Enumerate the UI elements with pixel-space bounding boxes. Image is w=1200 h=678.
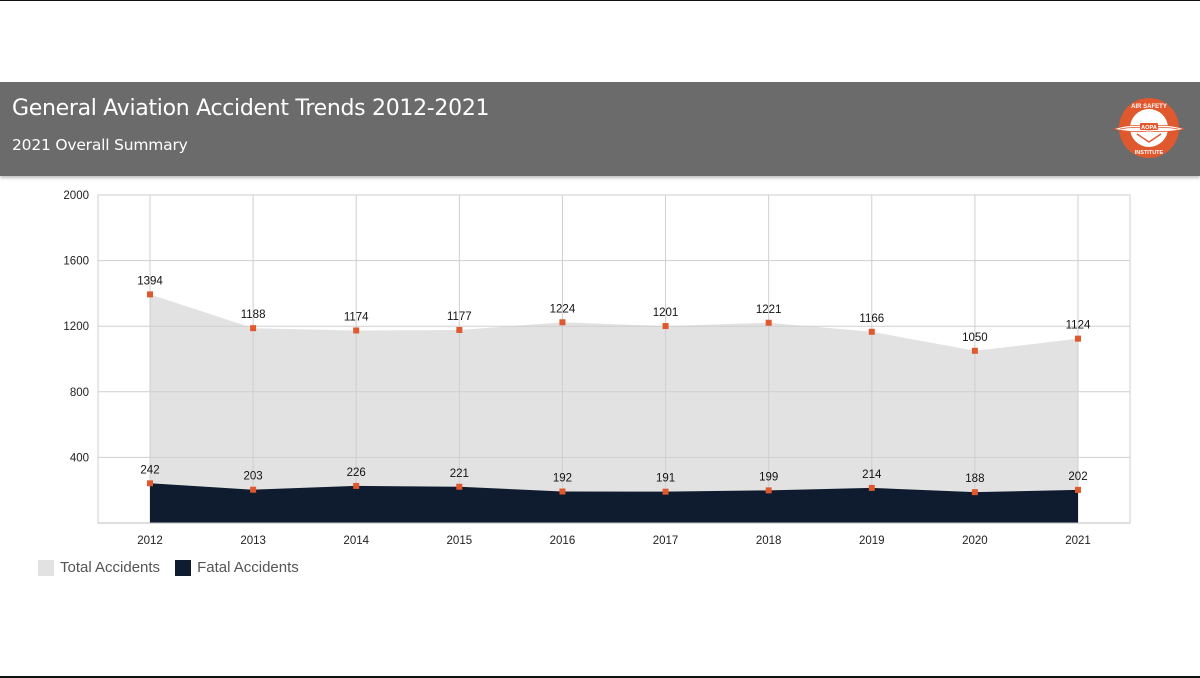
x-tick-label: 2016 bbox=[550, 535, 576, 547]
svg-text:AOPA: AOPA bbox=[1141, 125, 1157, 131]
total-data-label: 1174 bbox=[344, 311, 369, 323]
accident-trends-chart: 400 800 1200 1600 2000 2012 2013 2014 2015 2016 20… bbox=[63, 190, 1131, 547]
fatal-data-label: 214 bbox=[862, 469, 882, 481]
fatal-data-label: 242 bbox=[140, 464, 159, 476]
legend-label-total: Total Accidents bbox=[60, 559, 161, 576]
total-data-label: 1221 bbox=[756, 304, 782, 316]
fatal-point bbox=[971, 489, 978, 496]
total-accidents-area bbox=[150, 294, 1078, 523]
chart-legend: Total Accidents Fatal Accidents bbox=[38, 559, 314, 576]
total-point bbox=[1075, 335, 1081, 342]
fatal-point bbox=[1075, 486, 1081, 493]
page-subtitle: 2021 Overall Summary bbox=[12, 136, 188, 154]
total-data-label: 1166 bbox=[859, 313, 884, 325]
legend-swatch-total bbox=[38, 559, 54, 576]
fatal-point bbox=[868, 484, 875, 491]
legend-item-total: Total Accidents bbox=[38, 559, 160, 576]
y-tick-label: 1600 bbox=[63, 256, 89, 268]
total-point bbox=[559, 319, 566, 326]
total-point bbox=[662, 323, 669, 330]
air-safety-institute-logo-icon: AOPA AIR SAFETY INSTITUTE bbox=[1112, 98, 1186, 158]
legend-label-fatal: Fatal Accidents bbox=[197, 559, 299, 576]
y-tick-label: 2000 bbox=[63, 190, 89, 202]
total-data-label: 1124 bbox=[1066, 320, 1091, 332]
x-tick-label: 2020 bbox=[962, 535, 988, 547]
x-tick-label: 2018 bbox=[756, 535, 782, 547]
svg-text:AIR SAFETY: AIR SAFETY bbox=[1131, 104, 1167, 110]
fatal-data-label: 203 bbox=[244, 471, 263, 483]
fatal-data-label: 221 bbox=[450, 468, 469, 480]
fatal-point bbox=[456, 483, 463, 490]
fatal-data-label: 199 bbox=[759, 471, 778, 483]
total-data-label: 1188 bbox=[241, 309, 266, 321]
x-tick-label: 2021 bbox=[1065, 535, 1091, 547]
fatal-point bbox=[147, 480, 153, 487]
fatal-point bbox=[559, 488, 566, 495]
total-point bbox=[353, 327, 360, 334]
total-point bbox=[971, 347, 978, 354]
x-tick-label: 2019 bbox=[859, 535, 885, 547]
fatal-data-label: 188 bbox=[965, 473, 984, 485]
fatal-data-label: 202 bbox=[1068, 471, 1087, 483]
legend-swatch-fatal bbox=[175, 559, 192, 576]
bottom-border bbox=[0, 676, 1200, 678]
top-border bbox=[0, 0, 1200, 1]
header-bar: General Aviation Accident Trends 2012-20… bbox=[0, 82, 1200, 176]
y-tick-label: 1200 bbox=[63, 321, 89, 333]
total-data-label: 1050 bbox=[962, 332, 988, 344]
fatal-data-label: 226 bbox=[347, 467, 366, 479]
fatal-point bbox=[353, 482, 360, 489]
x-tick-label: 2012 bbox=[137, 535, 163, 547]
legend-item-fatal: Fatal Accidents bbox=[175, 559, 299, 576]
svg-text:INSTITUTE: INSTITUTE bbox=[1135, 150, 1164, 156]
total-point bbox=[147, 291, 153, 298]
total-point bbox=[868, 328, 875, 335]
y-tick-label: 800 bbox=[70, 387, 89, 399]
fatal-point bbox=[250, 486, 257, 493]
x-tick-label: 2015 bbox=[447, 535, 473, 547]
page-title: General Aviation Accident Trends 2012-20… bbox=[12, 96, 490, 121]
x-tick-label: 2014 bbox=[343, 535, 369, 547]
total-point bbox=[765, 319, 772, 326]
total-point bbox=[456, 326, 463, 333]
x-tick-label: 2013 bbox=[240, 535, 266, 547]
total-data-label: 1177 bbox=[447, 311, 472, 323]
fatal-point bbox=[662, 488, 669, 495]
total-data-label: 1394 bbox=[137, 275, 163, 287]
fatal-data-label: 192 bbox=[553, 473, 572, 485]
total-data-label: 1201 bbox=[653, 307, 679, 319]
fatal-accidents-area bbox=[150, 483, 1078, 523]
total-point bbox=[250, 325, 257, 332]
fatal-point bbox=[765, 487, 772, 494]
fatal-data-label: 191 bbox=[656, 473, 675, 485]
total-data-label: 1224 bbox=[550, 303, 576, 315]
x-tick-label: 2017 bbox=[653, 535, 679, 547]
y-tick-label: 400 bbox=[70, 452, 89, 464]
